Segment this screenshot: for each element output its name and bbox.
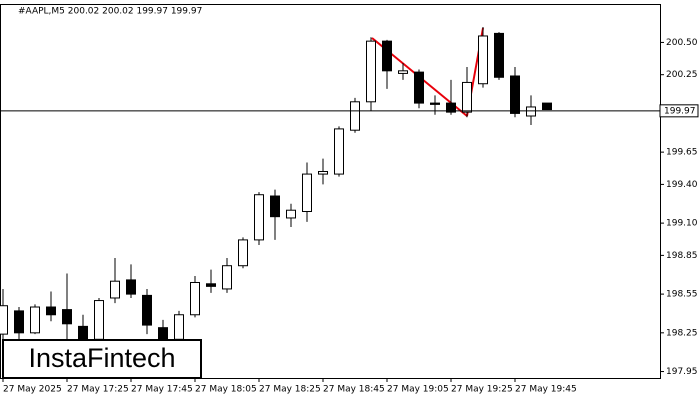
candle-body xyxy=(366,40,376,103)
current-price-box xyxy=(659,104,699,118)
candle-body xyxy=(414,71,424,104)
candle-body xyxy=(62,309,72,325)
y-tick-label: 200.25 xyxy=(666,70,698,80)
x-tick-label: 27 May 18:25 xyxy=(259,385,321,395)
candle-body xyxy=(30,306,40,334)
logo: InstaFintech xyxy=(28,343,175,373)
candle-body xyxy=(286,209,296,219)
candle-body xyxy=(462,81,472,113)
candle-body xyxy=(110,280,120,299)
candle-body xyxy=(94,300,104,340)
candle-body xyxy=(174,314,184,340)
candle-body xyxy=(542,102,552,111)
candle-body xyxy=(526,106,536,117)
current-price-label: 199.97 xyxy=(664,106,696,116)
candle-body xyxy=(142,294,152,326)
x-tick-label: 27 May 19:45 xyxy=(515,385,577,395)
x-tick-label: 27 May 17:25 xyxy=(67,385,129,395)
x-tick-label: 27 May 19:25 xyxy=(451,385,513,395)
x-tick-label: 27 May 18:45 xyxy=(323,385,385,395)
y-tick-label: 197.95 xyxy=(666,367,698,377)
y-tick-label: 199.40 xyxy=(666,180,698,190)
candle-body xyxy=(254,194,264,241)
y-tick-label: 198.55 xyxy=(666,290,698,300)
x-tick-label: 27 May 18:05 xyxy=(195,385,257,395)
y-tick-label: 198.25 xyxy=(666,328,698,338)
candle-body xyxy=(190,281,200,316)
logo-box xyxy=(2,339,202,379)
chart-title: #AAPL,M5 200.02 200.02 199.97 199.97 xyxy=(18,7,202,17)
y-tick-label: 200.50 xyxy=(666,38,698,48)
candle-body xyxy=(350,101,360,131)
x-tick-label: 27 May 17:45 xyxy=(131,385,193,395)
candle-body xyxy=(126,279,136,295)
y-tick-label: 199.65 xyxy=(666,148,698,158)
candle-body xyxy=(302,173,312,213)
candle-body xyxy=(46,306,56,316)
candle-body xyxy=(430,102,440,105)
candle-body xyxy=(478,35,488,85)
plot-border xyxy=(0,4,661,379)
candle-body xyxy=(398,70,408,74)
candle-body xyxy=(270,195,280,218)
candle-body xyxy=(206,283,216,287)
candle-body xyxy=(222,265,232,290)
candle-body xyxy=(0,305,8,335)
candle-body xyxy=(14,310,24,334)
candle-body xyxy=(446,102,456,113)
y-tick-label: 199.10 xyxy=(666,219,698,229)
candle-body xyxy=(510,75,520,114)
candle-body xyxy=(158,327,168,340)
x-tick-label: 27 May 2025 xyxy=(3,385,62,395)
y-tick-label: 198.85 xyxy=(666,251,698,261)
x-tick-label: 27 May 19:05 xyxy=(387,385,449,395)
candle-body xyxy=(238,239,248,267)
candle-body xyxy=(318,170,328,175)
candle-body xyxy=(382,40,392,72)
candle-body xyxy=(334,128,344,175)
candle-body xyxy=(494,32,504,78)
candle-body xyxy=(78,325,88,340)
